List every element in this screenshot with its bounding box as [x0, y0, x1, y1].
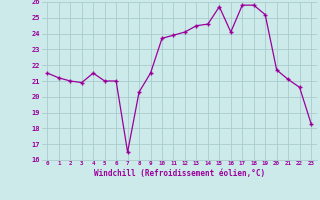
X-axis label: Windchill (Refroidissement éolien,°C): Windchill (Refroidissement éolien,°C): [94, 169, 265, 178]
